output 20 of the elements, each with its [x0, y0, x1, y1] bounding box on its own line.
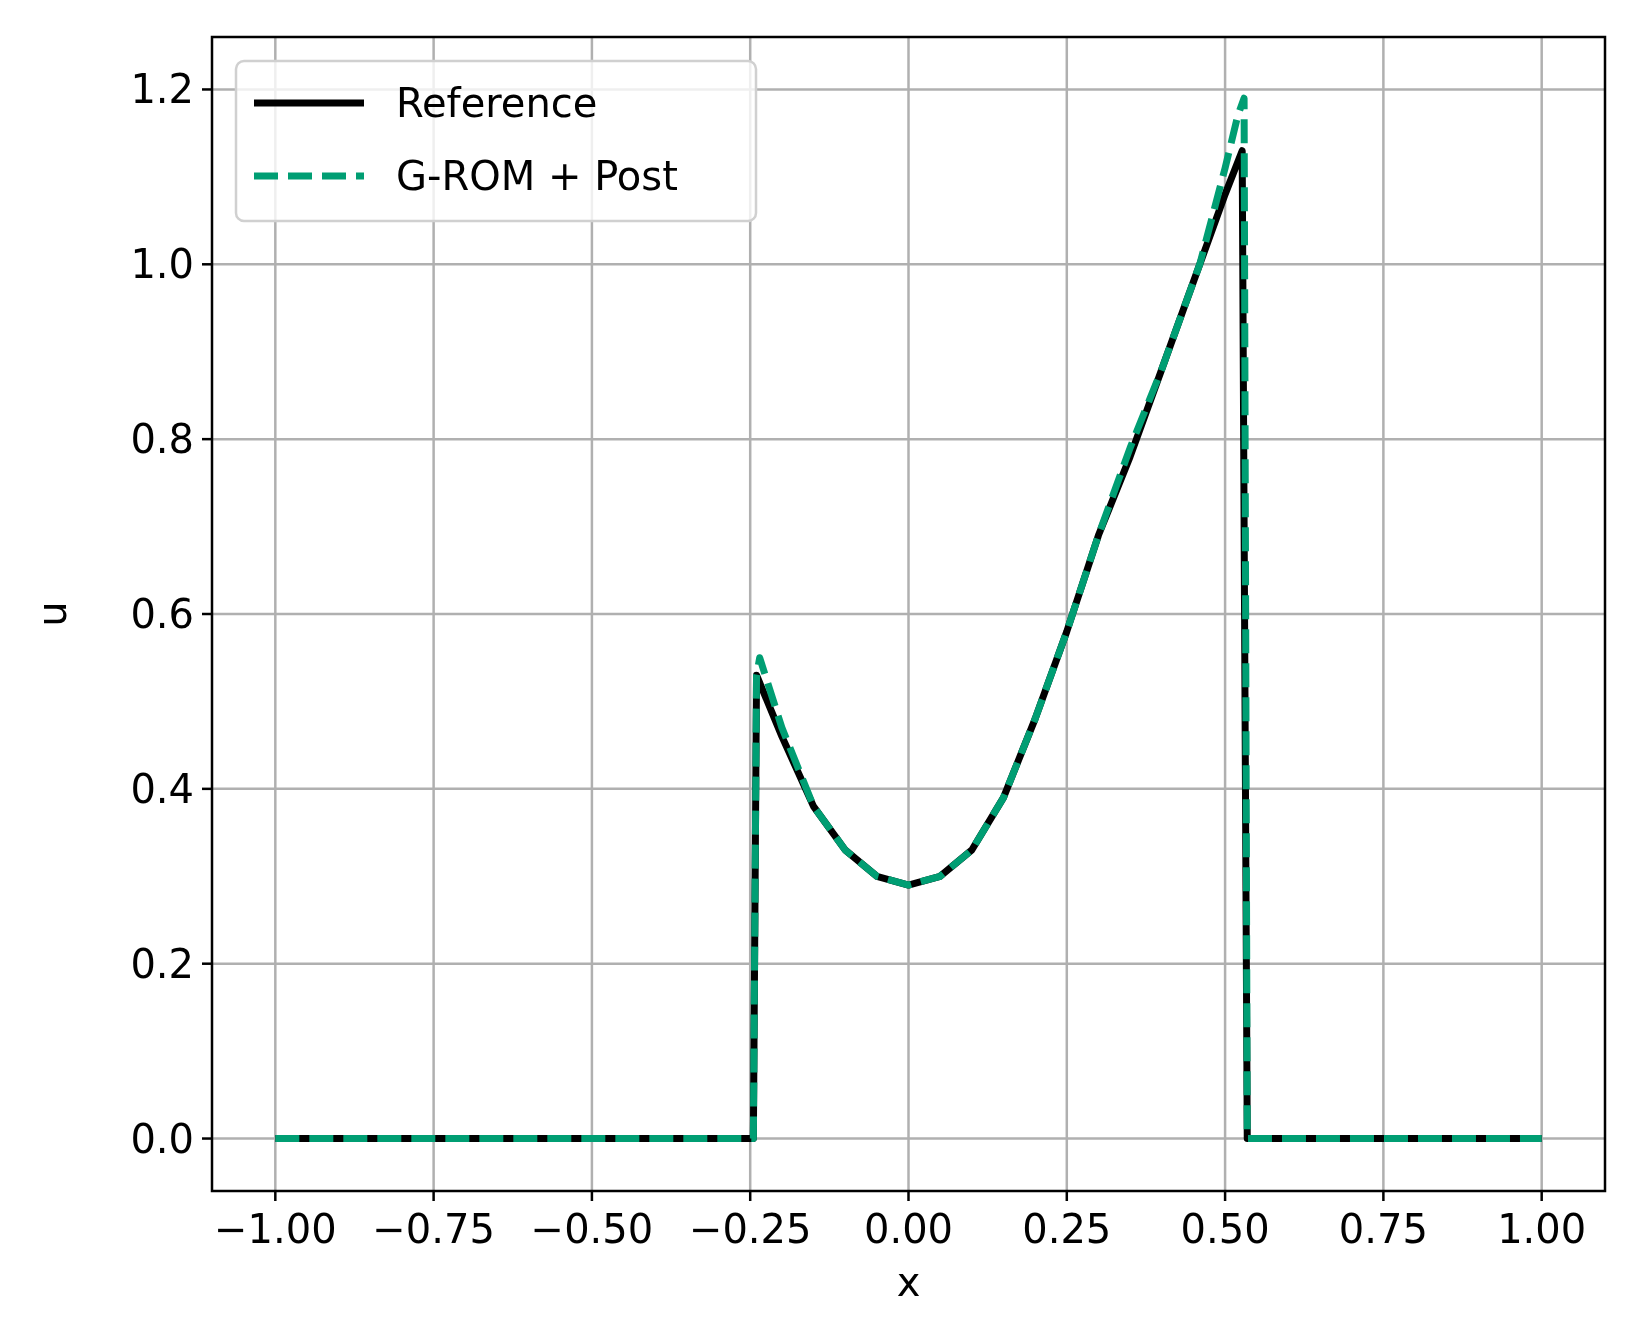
x-tick-label: 1.00: [1497, 1206, 1587, 1252]
legend-label: Reference: [396, 80, 598, 126]
x-tick-label: 0.25: [1022, 1206, 1112, 1252]
x-tick-label: 0.75: [1338, 1206, 1428, 1252]
y-tick-label: 0.6: [130, 591, 194, 637]
x-tick-label: −0.25: [688, 1206, 812, 1252]
y-tick-label: 1.2: [130, 66, 194, 113]
x-tick-label: −0.75: [372, 1206, 495, 1252]
x-axis-title: x: [896, 1259, 921, 1305]
legend-label: G-ROM + Post: [396, 153, 678, 199]
y-axis-title: u: [29, 601, 75, 627]
y-tick-label: 0.4: [130, 765, 194, 812]
y-tick-label: 0.2: [130, 940, 194, 987]
x-tick-label: −0.50: [530, 1206, 654, 1252]
x-tick-label: −1.00: [214, 1206, 337, 1252]
y-tick-label: 0.0: [130, 1115, 194, 1162]
y-tick-label: 0.8: [130, 416, 194, 463]
x-tick-label: 0.50: [1180, 1206, 1270, 1252]
y-tick-label: 1.0: [130, 241, 194, 288]
x-tick-label: 0.00: [863, 1206, 954, 1252]
